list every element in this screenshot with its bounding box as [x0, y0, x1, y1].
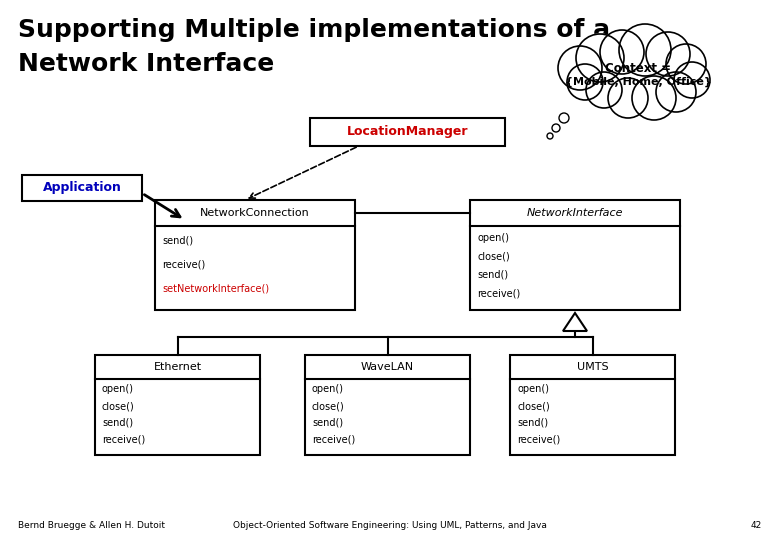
Text: NetworkInterface: NetworkInterface	[526, 208, 623, 218]
Bar	[305, 355, 470, 455]
Text: WaveLAN: WaveLAN	[361, 362, 414, 372]
Circle shape	[656, 72, 696, 112]
Circle shape	[608, 78, 648, 118]
Text: NetworkConnection: NetworkConnection	[200, 208, 310, 218]
Text: send(): send()	[517, 418, 548, 428]
Text: UMTS: UMTS	[576, 362, 608, 372]
Text: open(): open()	[477, 233, 509, 242]
Circle shape	[552, 124, 560, 132]
Text: Network Interface: Network Interface	[18, 52, 275, 76]
Bar	[310, 118, 505, 146]
Text: Context =: Context =	[605, 62, 671, 75]
Bar	[470, 200, 680, 310]
Text: receive(): receive()	[162, 260, 205, 269]
Text: close(): close()	[477, 251, 510, 261]
Bar	[510, 355, 675, 455]
Circle shape	[576, 34, 624, 82]
Bar	[155, 200, 355, 310]
Text: send(): send()	[102, 418, 133, 428]
Bar	[22, 175, 142, 201]
Text: receive(): receive()	[477, 288, 520, 298]
Circle shape	[632, 76, 676, 120]
Text: Bernd Bruegge & Allen H. Dutoit: Bernd Bruegge & Allen H. Dutoit	[18, 521, 165, 530]
Text: open(): open()	[517, 384, 549, 394]
Circle shape	[559, 113, 569, 123]
Text: send(): send()	[477, 269, 508, 280]
Text: send(): send()	[162, 236, 193, 246]
Circle shape	[567, 64, 603, 100]
Text: LocationManager: LocationManager	[347, 125, 468, 138]
Text: open(): open()	[102, 384, 134, 394]
Circle shape	[586, 72, 622, 108]
Text: Object-Oriented Software Engineering: Using UML, Patterns, and Java: Object-Oriented Software Engineering: Us…	[233, 521, 547, 530]
Text: send(): send()	[312, 418, 343, 428]
Polygon shape	[563, 313, 587, 331]
Circle shape	[600, 30, 644, 74]
Circle shape	[619, 24, 671, 76]
Circle shape	[558, 46, 602, 90]
Text: Application: Application	[43, 181, 122, 194]
Circle shape	[674, 62, 710, 98]
Circle shape	[666, 44, 706, 84]
Circle shape	[547, 133, 553, 139]
Text: receive(): receive()	[312, 435, 355, 445]
Circle shape	[646, 32, 690, 76]
Text: close(): close()	[312, 401, 345, 411]
Text: close(): close()	[102, 401, 135, 411]
Text: receive(): receive()	[517, 435, 560, 445]
Text: close(): close()	[517, 401, 550, 411]
Text: receive(): receive()	[102, 435, 145, 445]
Bar	[95, 355, 260, 455]
Text: {Mobile, Home, Office}: {Mobile, Home, Office}	[565, 77, 711, 87]
Text: 42: 42	[750, 521, 762, 530]
Text: Supporting Multiple implementations of a: Supporting Multiple implementations of a	[18, 18, 610, 42]
Text: open(): open()	[312, 384, 344, 394]
Text: setNetworkInterface(): setNetworkInterface()	[162, 284, 269, 294]
Text: Ethernet: Ethernet	[154, 362, 201, 372]
